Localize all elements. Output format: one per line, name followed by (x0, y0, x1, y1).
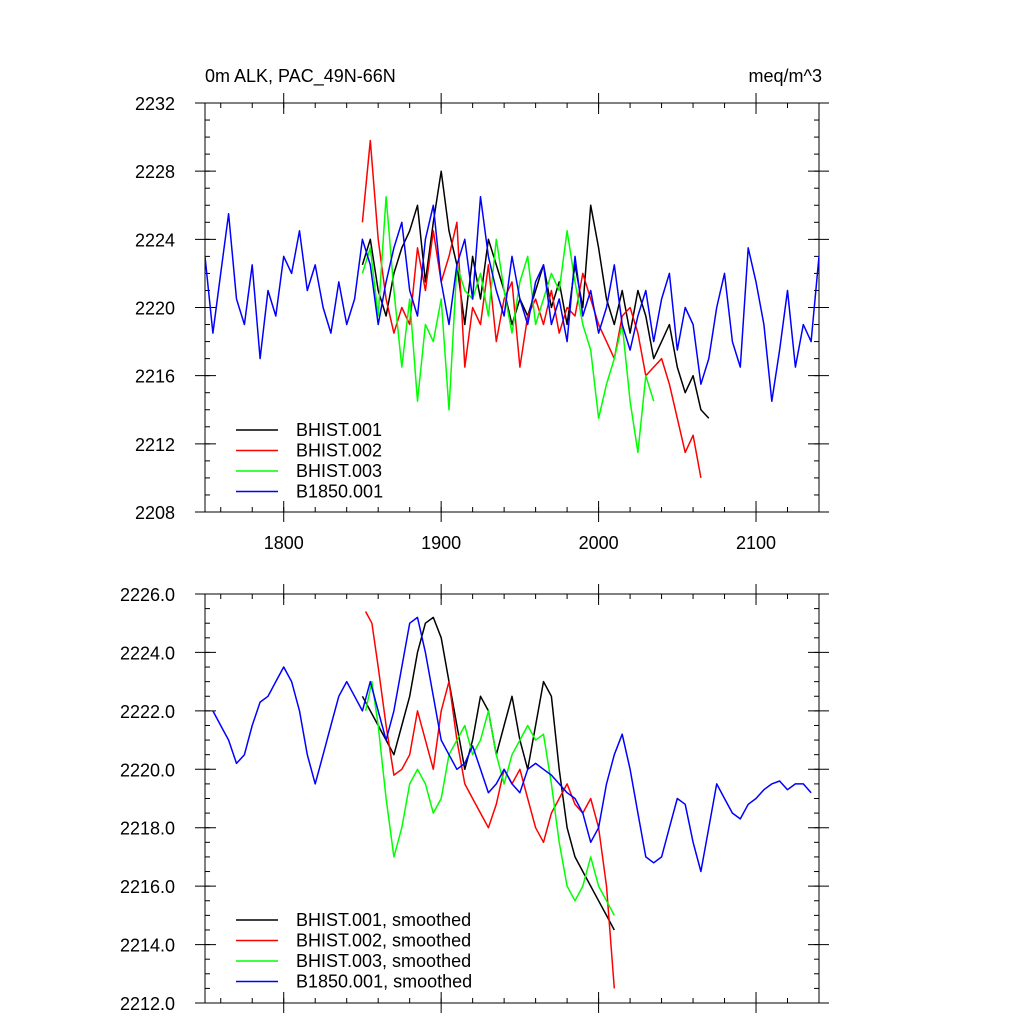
bottom-panel: 2212.0 2214.0 2216.0 2218.0 2220.0 2222.0 2224… (120, 584, 829, 1014)
y-tick-label: 2224 (135, 230, 175, 250)
series-line-b1850-001-smoothed (212, 616, 812, 873)
legend-label: B1850.001 (296, 482, 383, 502)
series-line-bhist-003-smoothed (364, 680, 615, 916)
y-tick-label: 2224.0 (120, 643, 175, 663)
series-line-bhist-002 (361, 139, 702, 479)
top-panel-title: 0m ALK, PAC_49N-66N (205, 66, 396, 87)
legend-label: BHIST.002, smoothed (296, 931, 471, 951)
y-tick-label: 2226.0 (120, 585, 175, 605)
series-line-bhist-001 (361, 170, 710, 419)
y-tick-label: 2212 (135, 435, 175, 455)
series-line-bhist-003 (361, 195, 655, 454)
y-tick-label: 2218.0 (120, 819, 175, 839)
series-line-bhist-002-smoothed (364, 611, 616, 989)
top-panel-units: meq/m^3 (749, 66, 822, 86)
y-tick-label: 2220.0 (120, 760, 175, 780)
x-tick-label: 1800 (264, 533, 304, 553)
y-tick-label: 2232 (135, 94, 175, 114)
y-tick-label: 2212.0 (120, 994, 175, 1014)
legend-label: BHIST.003 (296, 461, 382, 481)
y-tick-label: 2228 (135, 162, 175, 182)
y-tick-label: 2214.0 (120, 936, 175, 956)
y-tick-label: 2220 (135, 299, 175, 319)
x-tick-label: 1900 (421, 533, 461, 553)
legend-label: BHIST.002 (296, 441, 382, 461)
y-tick-label: 2216.0 (120, 877, 175, 897)
series-line-b1850-001 (205, 195, 819, 402)
legend-label: BHIST.001 (296, 420, 382, 440)
y-tick-label: 2216 (135, 367, 175, 387)
legend-label: BHIST.003, smoothed (296, 951, 471, 971)
y-tick-label: 2222.0 (120, 702, 175, 722)
y-tick-label: 2208 (135, 503, 175, 523)
legend-label: BHIST.001, smoothed (296, 910, 471, 930)
x-tick-label: 2100 (736, 533, 776, 553)
x-tick-label: 2000 (579, 533, 619, 553)
top-panel: 0m ALK, PAC_49N-66N meq/m^3 1800 1900 2000… (135, 66, 829, 553)
series-line-bhist-001-smoothed (361, 616, 615, 931)
legend-label: B1850.001, smoothed (296, 972, 472, 992)
